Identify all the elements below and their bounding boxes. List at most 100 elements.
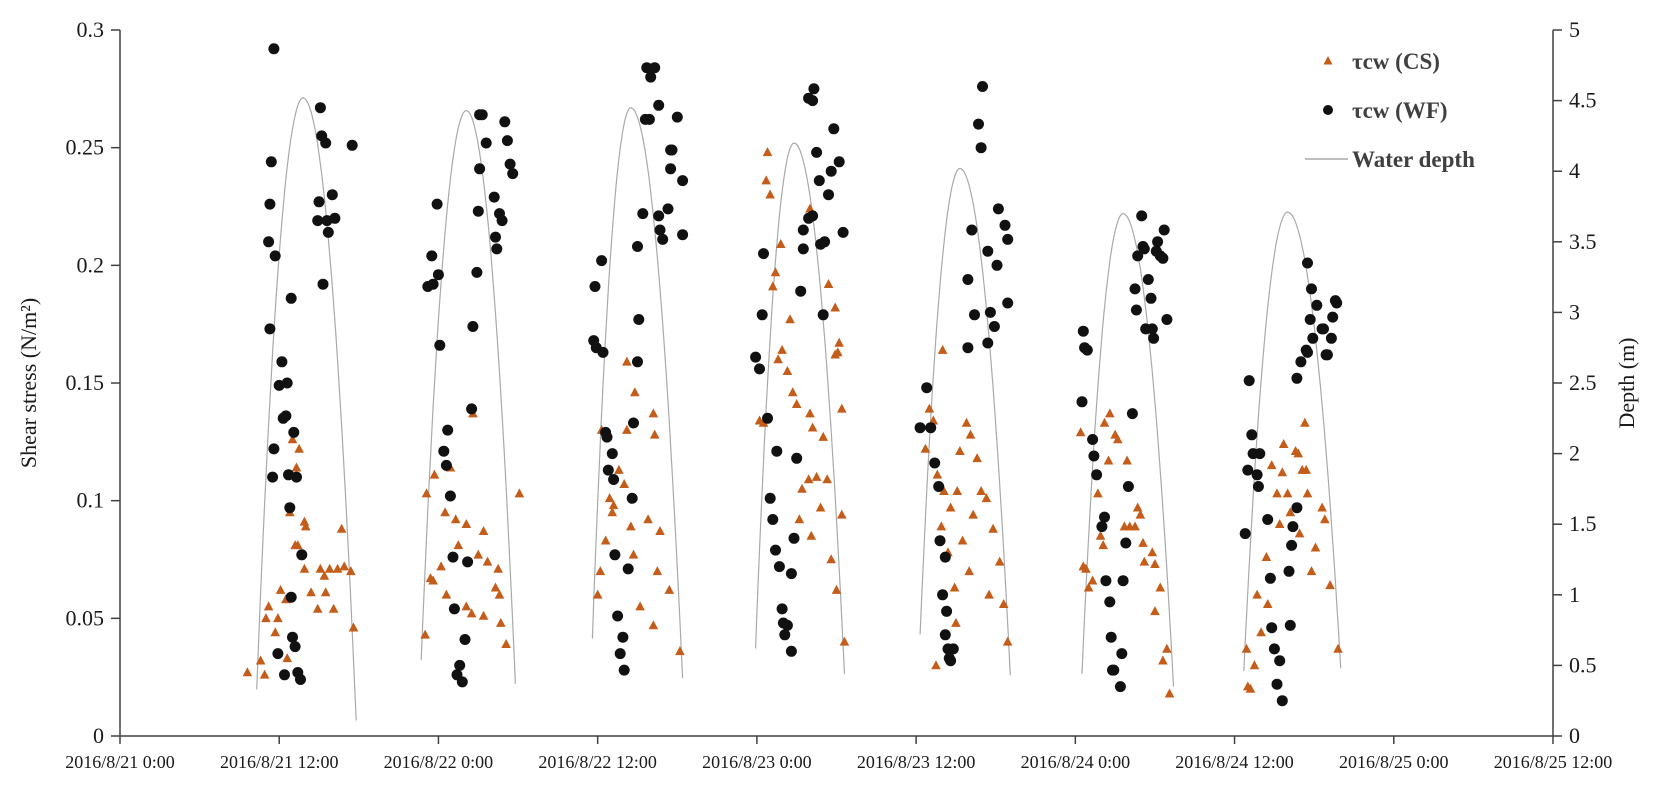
- wf-point: [982, 245, 994, 257]
- water-depth-line: [755, 142, 846, 674]
- wf-point: [1002, 297, 1014, 309]
- y-right-tick-label: 5: [1569, 17, 1580, 42]
- cs-point: [282, 653, 292, 663]
- cs-point: [1277, 467, 1288, 477]
- cs-point: [592, 589, 603, 599]
- cs-point: [939, 486, 949, 496]
- wf-point: [779, 629, 791, 641]
- wf-point: [982, 337, 994, 349]
- wf-point: [442, 424, 454, 436]
- wf-point: [617, 631, 629, 643]
- wf-point: [770, 544, 781, 556]
- cs-point: [643, 514, 653, 524]
- wf-point: [973, 118, 984, 130]
- cs-point: [837, 509, 847, 519]
- cs-point: [1274, 519, 1285, 528]
- wf-point: [677, 175, 689, 187]
- wf-point: [447, 551, 459, 563]
- x-tick-label: 2016/8/25 12:00: [1494, 752, 1613, 772]
- wf-point: [808, 83, 820, 95]
- cs-point: [604, 493, 615, 503]
- cs-point: [1261, 551, 1272, 561]
- cs-point: [994, 556, 1005, 566]
- cs-point: [797, 483, 807, 493]
- cs-point: [619, 478, 630, 488]
- wf-point: [671, 111, 683, 123]
- cs-point: [675, 646, 685, 656]
- legend-item-label: τcw (WF): [1352, 98, 1448, 123]
- wf-point: [1142, 274, 1154, 285]
- wf-point: [1262, 514, 1274, 525]
- wf-point: [314, 102, 326, 114]
- cs-point: [837, 403, 847, 413]
- wf-point: [939, 629, 951, 641]
- wf-point: [288, 426, 300, 438]
- cs-point: [936, 521, 947, 531]
- cs-point: [324, 563, 335, 573]
- cs-point: [803, 474, 814, 484]
- wf-point: [677, 229, 689, 241]
- wf-point: [501, 135, 513, 147]
- wf-point: [1145, 292, 1157, 304]
- wf-point: [1283, 565, 1295, 577]
- wf-point: [643, 113, 655, 125]
- cs-point: [1317, 502, 1327, 512]
- wf-point: [438, 445, 450, 457]
- wf-point: [969, 309, 980, 321]
- cs-point: [1285, 507, 1296, 517]
- y-axis-right-title: Depth (m): [1614, 337, 1639, 428]
- cs-point: [961, 417, 972, 427]
- cs-point: [1278, 438, 1289, 448]
- cs-point: [834, 337, 844, 347]
- wf-point: [1150, 245, 1162, 257]
- water-depth-line: [256, 97, 357, 721]
- cs-point: [436, 561, 446, 571]
- wf-point: [988, 321, 1000, 332]
- wf-point: [657, 233, 669, 245]
- cs-point: [294, 443, 304, 453]
- cs-point: [478, 610, 489, 620]
- water-depth-line: [1243, 211, 1342, 672]
- wf-point: [265, 156, 277, 168]
- y-right-tick-label: 2.5: [1569, 370, 1597, 395]
- cs-point: [1301, 464, 1312, 474]
- wf-point: [1120, 537, 1132, 549]
- wf-point: [329, 212, 341, 224]
- cs-point: [261, 613, 271, 623]
- water-depth-line: [1081, 212, 1175, 687]
- cs-point: [806, 530, 817, 540]
- wf-point: [785, 568, 797, 580]
- cs-point: [1245, 683, 1256, 693]
- cs-point: [1272, 488, 1282, 498]
- cs-point: [1306, 566, 1317, 576]
- wf-point: [781, 619, 793, 631]
- cs-point: [932, 469, 943, 479]
- cs-point: [622, 356, 632, 366]
- y-right-tick-label: 4.5: [1569, 88, 1597, 113]
- wf-point: [346, 139, 358, 151]
- wf-point: [962, 342, 974, 354]
- cs-point: [242, 667, 253, 677]
- wf-point: [1287, 521, 1299, 533]
- cs-point: [1252, 589, 1262, 599]
- wf-point: [1114, 681, 1126, 693]
- cs-point: [622, 424, 632, 434]
- wf-point: [281, 377, 293, 389]
- water-depth-series: [256, 97, 1342, 721]
- cs-point: [1158, 655, 1168, 665]
- wf-point: [1311, 299, 1323, 311]
- wf-point: [1242, 464, 1254, 476]
- cs-point: [1164, 688, 1175, 698]
- wf-point: [1268, 643, 1280, 655]
- wf-point: [269, 250, 281, 262]
- y-right-tick-label: 3.5: [1569, 229, 1597, 254]
- y-right-tick-label: 0.5: [1569, 652, 1597, 677]
- cs-point: [291, 462, 302, 472]
- wf-point: [1304, 314, 1316, 325]
- wf-point: [939, 551, 951, 563]
- wf-point: [476, 109, 488, 121]
- wf-point: [1104, 596, 1116, 608]
- wf-point: [606, 448, 618, 460]
- cs-point: [270, 627, 281, 637]
- wf-point: [289, 641, 301, 653]
